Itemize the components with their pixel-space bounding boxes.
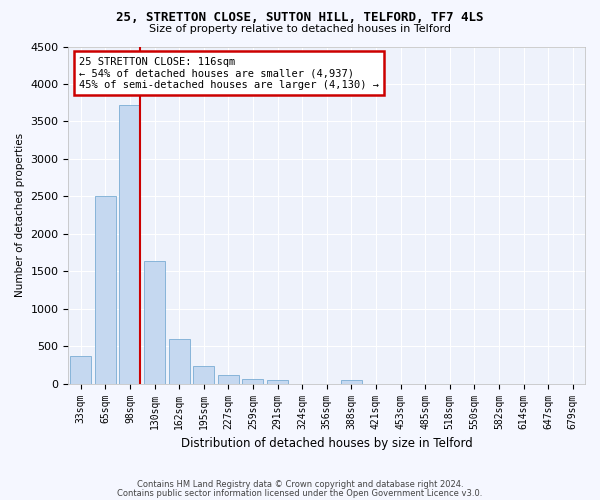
Bar xyxy=(95,196,116,384)
Y-axis label: Number of detached properties: Number of detached properties xyxy=(15,133,25,297)
Bar xyxy=(218,376,239,384)
Bar xyxy=(242,379,263,384)
Text: Contains HM Land Registry data © Crown copyright and database right 2024.: Contains HM Land Registry data © Crown c… xyxy=(137,480,463,489)
Bar xyxy=(144,261,165,384)
X-axis label: Distribution of detached houses by size in Telford: Distribution of detached houses by size … xyxy=(181,437,473,450)
Bar xyxy=(193,366,214,384)
Text: 25 STRETTON CLOSE: 116sqm
← 54% of detached houses are smaller (4,937)
45% of se: 25 STRETTON CLOSE: 116sqm ← 54% of detac… xyxy=(79,56,379,90)
Bar xyxy=(341,380,362,384)
Bar xyxy=(267,380,288,384)
Text: Contains public sector information licensed under the Open Government Licence v3: Contains public sector information licen… xyxy=(118,488,482,498)
Text: Size of property relative to detached houses in Telford: Size of property relative to detached ho… xyxy=(149,24,451,34)
Bar xyxy=(70,356,91,384)
Bar xyxy=(169,340,190,384)
Text: 25, STRETTON CLOSE, SUTTON HILL, TELFORD, TF7 4LS: 25, STRETTON CLOSE, SUTTON HILL, TELFORD… xyxy=(116,11,484,24)
Bar xyxy=(119,105,140,384)
